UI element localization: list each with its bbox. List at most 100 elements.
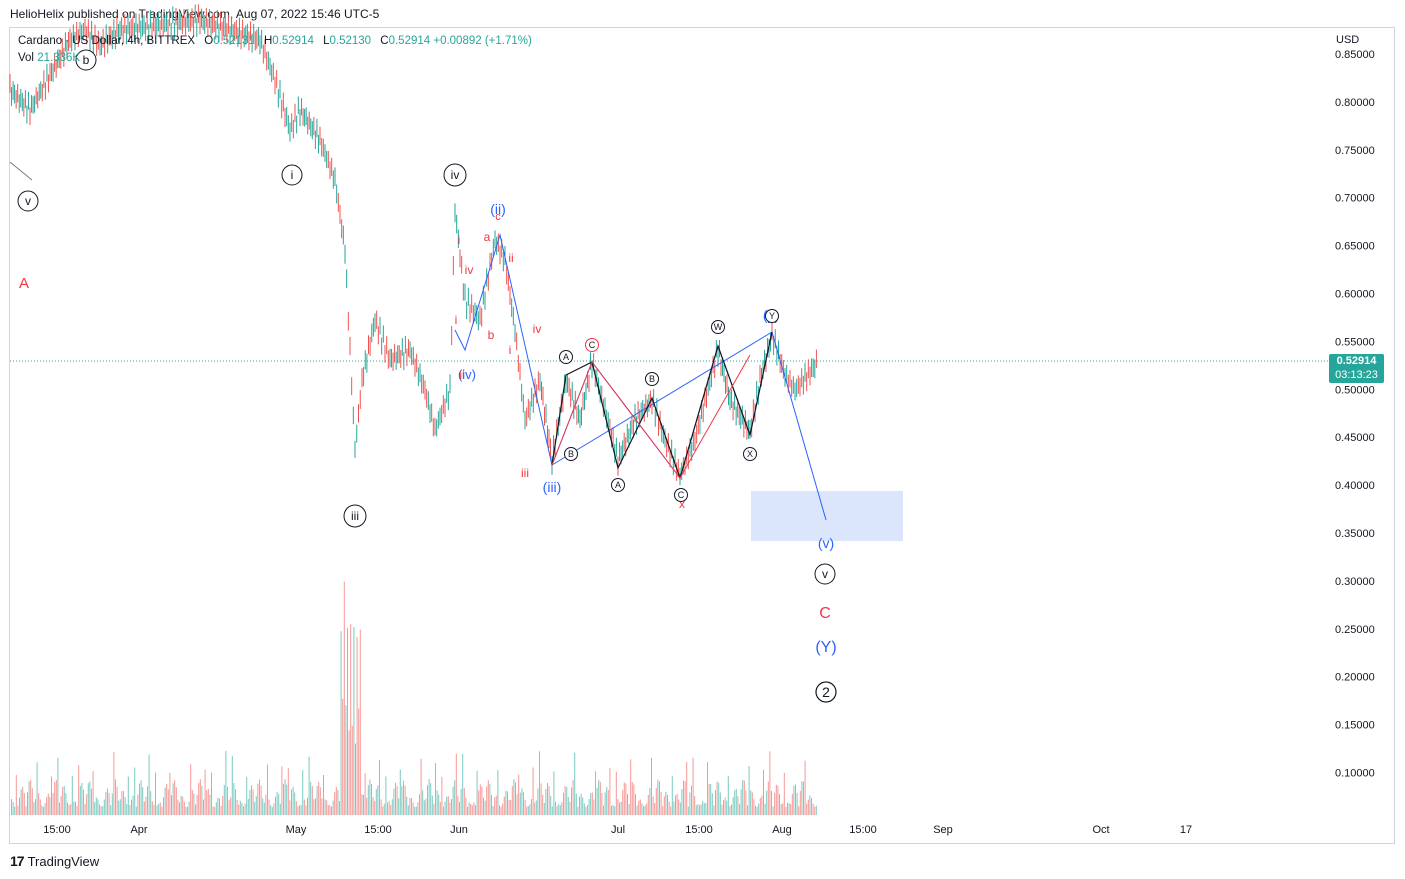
volume-bar xyxy=(631,782,633,815)
wave-label-B1: B xyxy=(568,449,574,459)
volume-bar xyxy=(147,786,148,815)
volume-bar xyxy=(263,802,265,815)
volume-bar xyxy=(606,786,608,815)
volume-bar xyxy=(654,802,656,815)
volume-bar xyxy=(540,783,542,815)
price-axis-label: 0.80000 xyxy=(1335,97,1375,109)
volume-bar xyxy=(89,781,91,815)
volume-bar xyxy=(134,767,136,815)
volume-bar xyxy=(572,779,574,815)
volume-bar xyxy=(132,795,134,815)
volume-bar xyxy=(268,799,270,815)
volume-bar xyxy=(743,780,745,815)
volume-bar xyxy=(275,796,276,815)
volume-bar xyxy=(33,802,35,815)
volume-bar xyxy=(641,803,643,815)
volume-bar xyxy=(203,799,204,815)
volume-bar xyxy=(679,802,681,815)
volume-bar xyxy=(292,787,294,815)
volume-bar xyxy=(212,806,214,815)
volume-bar xyxy=(755,805,756,815)
time-axis-label: 15:00 xyxy=(364,824,392,836)
wave-label-red-i3: i xyxy=(509,343,512,357)
wave-line-black xyxy=(551,331,773,480)
volume-bar xyxy=(353,627,355,815)
volume-bar xyxy=(750,790,752,815)
chart-frame[interactable] xyxy=(9,27,1395,844)
volume-bar xyxy=(124,797,126,815)
volume-bar xyxy=(255,796,257,815)
volume-bar xyxy=(486,786,488,815)
volume-bar xyxy=(287,768,289,815)
symbol-legend[interactable]: Cardano · US Dollar, 4h, BITTREX O0.5213… xyxy=(18,35,532,47)
volume-bar xyxy=(519,792,521,815)
volume-label: Vol xyxy=(18,52,34,64)
volume-bar xyxy=(662,806,664,815)
volume-bar xyxy=(628,804,630,815)
volume-bar xyxy=(99,804,100,815)
volume-bar xyxy=(734,790,736,815)
volume-bar xyxy=(103,799,105,815)
volume-bar xyxy=(687,806,689,815)
volume-bar xyxy=(361,794,363,815)
volume-bar xyxy=(484,800,486,815)
symbol-name[interactable]: Cardano · US Dollar, 4h, BITTREX xyxy=(18,35,196,47)
volume-bar xyxy=(510,799,512,815)
volume-bar xyxy=(638,800,640,815)
tradingview-brand[interactable]: TradingView xyxy=(27,853,100,869)
volume-bar xyxy=(332,800,334,815)
wave-label-v-blue: (v) xyxy=(818,535,834,551)
wave-line-grey xyxy=(9,161,33,181)
time-axis-label: Oct xyxy=(1092,824,1109,836)
volume-bar xyxy=(703,802,705,815)
volume-bar xyxy=(787,802,788,815)
volume-bar xyxy=(489,783,491,815)
volume-bar xyxy=(238,804,240,815)
volume-bar xyxy=(148,754,150,815)
wave-circle-X xyxy=(743,447,757,461)
volume-bar xyxy=(364,773,366,815)
time-axis-label: 15:00 xyxy=(43,824,71,836)
volume-bar xyxy=(83,789,84,815)
volume-bar xyxy=(94,802,96,815)
volume-bar xyxy=(177,799,179,815)
volume-bar xyxy=(599,781,601,815)
wave-label-X: X xyxy=(747,449,753,459)
volume-bar xyxy=(511,786,513,815)
volume-bar xyxy=(156,805,158,815)
volume-bar xyxy=(79,785,81,815)
volume-bar xyxy=(452,786,454,815)
price-axis-label: 0.15000 xyxy=(1335,720,1375,732)
time-axis: 15:00 Apr May 15:00 Jun Jul 15:00 Aug 15:00 Sep Oc… xyxy=(43,824,1192,836)
volume-bar xyxy=(479,784,481,815)
tradingview-logo-icon[interactable]: 17 xyxy=(10,853,25,869)
volume-bar xyxy=(105,791,107,815)
volume-bar xyxy=(87,783,89,815)
volume-bar xyxy=(14,806,16,815)
volume-bar xyxy=(100,806,102,815)
volume-bar xyxy=(644,805,646,815)
volume-bar xyxy=(550,795,552,815)
volume-bar xyxy=(700,804,702,815)
volume-bar xyxy=(131,799,132,815)
wave-label-iii: iii xyxy=(351,509,359,523)
volume-bar xyxy=(55,779,57,815)
volume-bar xyxy=(507,791,508,815)
volume-bar xyxy=(715,790,716,815)
volume-bar xyxy=(308,756,310,815)
footer[interactable]: 17 TradingView xyxy=(10,853,99,869)
wave-label-C2: C xyxy=(678,490,685,500)
volume-bar xyxy=(815,805,817,815)
volume-bar xyxy=(86,794,88,815)
currency-label[interactable]: USD xyxy=(1336,34,1360,46)
volume-bar xyxy=(30,779,32,815)
volume-bar xyxy=(481,786,483,815)
volume-bar xyxy=(262,798,264,815)
volume-legend[interactable]: Vol 21.336K xyxy=(18,52,80,64)
volume-bar xyxy=(583,803,585,815)
volume-bar xyxy=(230,797,232,815)
volume-bar xyxy=(115,779,116,815)
volume-bar xyxy=(351,725,353,815)
wave-label-v-left: v xyxy=(25,194,31,208)
